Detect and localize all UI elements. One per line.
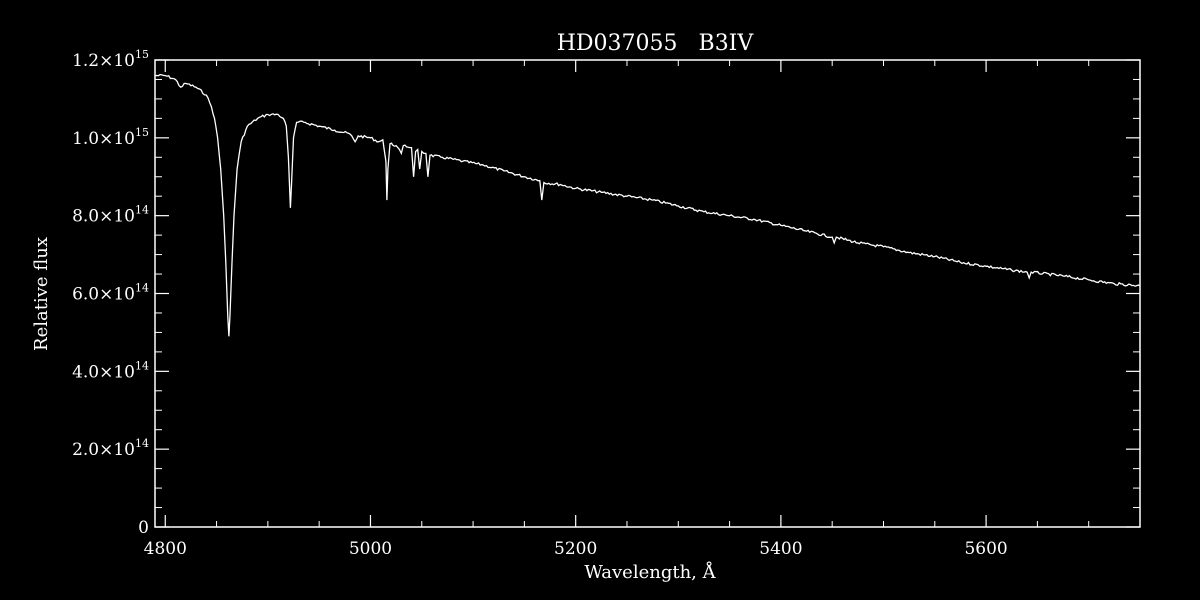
y-tick-label: 0: [138, 518, 149, 538]
x-tick-label: 5600: [964, 539, 1007, 559]
spectrum-series-line: [154, 73, 1141, 337]
y-axis-tick-labels: 0 2.0×1014 4.0×1014 6.0×1014 8.0×1014 1.0×101…: [72, 48, 149, 538]
y-tick-label: 4.0×1014: [72, 359, 149, 382]
x-axis-ticks: [164, 60, 1141, 527]
x-tick-label: 5200: [554, 539, 597, 559]
y-axis-ticks: [155, 59, 1140, 528]
y-tick-label: 1.0×1015: [72, 126, 149, 149]
y-tick-label: 8.0×1014: [72, 204, 149, 227]
y-axis-label: Relative flux: [31, 237, 52, 351]
x-axis-label: Wavelength, Å: [584, 561, 716, 583]
x-tick-label: 5000: [349, 539, 392, 559]
plot-frame: [154, 59, 1141, 528]
x-tick-label: 4800: [144, 539, 187, 559]
y-tick-label: 6.0×1014: [72, 282, 149, 305]
x-axis-tick-labels: 4800 5000 5200 5400 5600: [144, 539, 1008, 559]
chart-title: HD037055 B3IV: [557, 31, 755, 56]
y-tick-label: 1.2×1015: [72, 48, 149, 71]
x-tick-label: 5400: [759, 539, 802, 559]
y-tick-label: 2.0×1014: [72, 437, 149, 460]
